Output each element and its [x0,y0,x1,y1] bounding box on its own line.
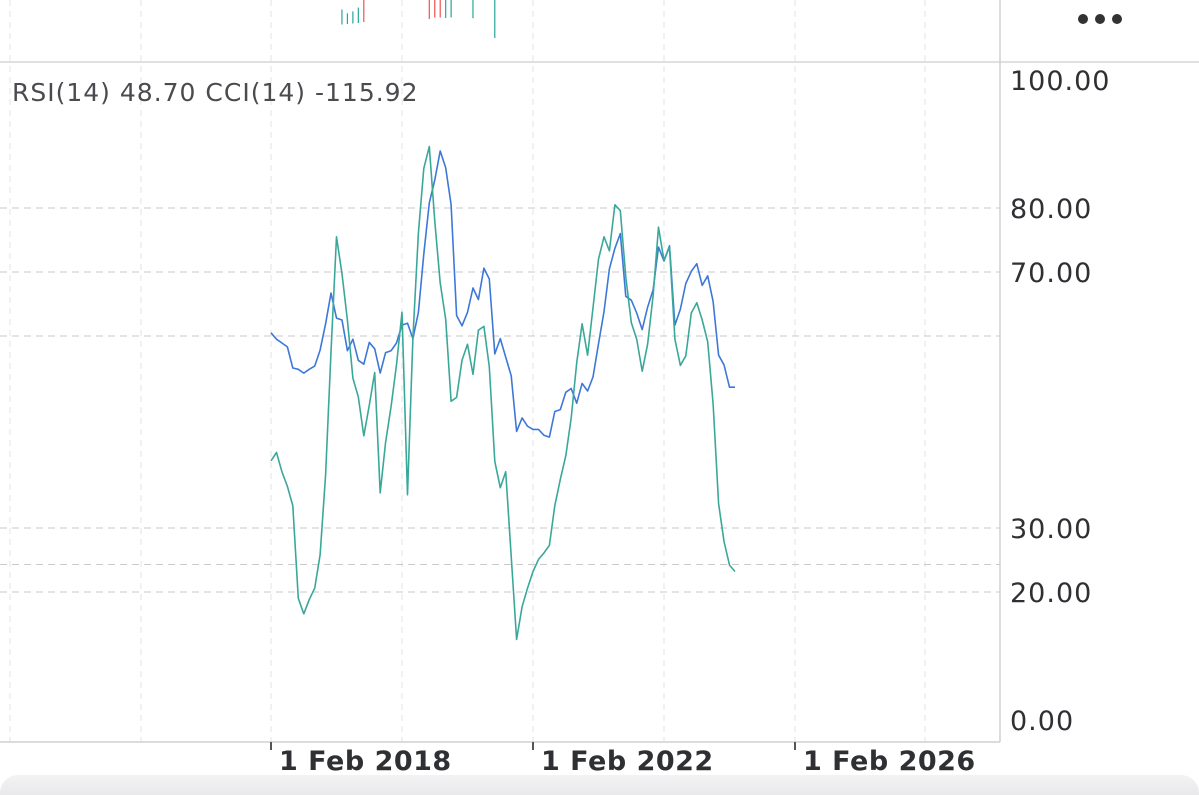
x-tick-label: 1 Feb 2022 [541,746,714,777]
x-tick-label: 1 Feb 2018 [279,746,452,777]
bottom-sheet-edge [0,775,1199,795]
x-tick-label: 1 Feb 2026 [803,746,976,777]
more-dot [1112,14,1122,24]
more-dot [1078,14,1088,24]
rsi-label: RSI(14) [12,78,120,107]
more-dot [1095,14,1105,24]
rsi-line [270,150,735,438]
y-tick-label: 100.00 [1010,66,1110,97]
y-tick-label: 20.00 [1010,578,1092,609]
y-tick-label: 30.00 [1010,514,1092,545]
indicator-legend: RSI(14) 48.70 CCI(14) -115.92 [12,78,418,107]
y-tick-label: 80.00 [1010,194,1092,225]
cci-line [270,145,736,641]
more-options-icon[interactable] [1070,2,1130,36]
cci-label: CCI(14) [205,78,315,107]
y-tick-label: 0.00 [1010,706,1074,737]
rsi-value: 48.70 [120,78,206,107]
y-tick-label: 70.00 [1010,258,1092,289]
cci-value: -115.92 [315,78,419,107]
